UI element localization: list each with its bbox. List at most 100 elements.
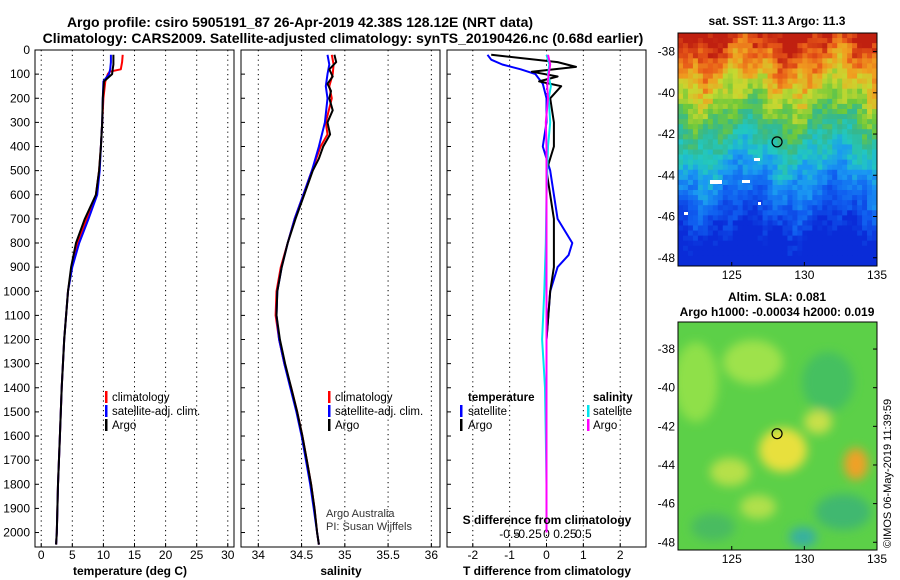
sst-cell [678, 169, 684, 176]
sst-cell [832, 179, 838, 186]
sst-cell [862, 230, 868, 237]
sst-cell [807, 230, 813, 237]
sst-cell [727, 134, 734, 140]
sst-cell [757, 240, 763, 247]
series-line-satellite-adj-clim- [275, 54, 331, 545]
sst-cell [792, 83, 798, 90]
sst-cell [777, 119, 783, 125]
sst-cell [757, 169, 763, 176]
sst-cell [712, 73, 719, 79]
sst-cell [832, 93, 838, 100]
sst-cell [682, 93, 689, 100]
sst-cell [682, 108, 689, 115]
s-diff-tick-label: -0.5 [499, 527, 520, 541]
sst-cell [702, 134, 709, 140]
sst-cell [817, 210, 823, 216]
sst-cell [817, 154, 823, 161]
sst-cell [847, 200, 853, 206]
sst-cell [707, 205, 714, 211]
sst-cell [727, 114, 734, 120]
sst-cell [722, 129, 729, 135]
sst-cell [692, 255, 699, 262]
sst-cell [682, 103, 689, 110]
sst-cell [752, 255, 759, 262]
sst-cell [702, 240, 709, 247]
sst-cell [792, 58, 798, 64]
sst-cell [852, 78, 858, 85]
sst-cell [822, 144, 828, 150]
sst-cell [757, 63, 763, 69]
sst-cell [797, 38, 803, 44]
sst-cell [767, 114, 773, 120]
sst-cell [822, 195, 828, 201]
sst-cell [702, 139, 709, 145]
sst-cell [842, 169, 848, 176]
sst-cell [747, 260, 754, 267]
sst-cell [747, 200, 754, 206]
salinity-series [274, 54, 338, 545]
sst-cell [777, 230, 783, 237]
sst-cell [692, 250, 699, 257]
sst-cell [697, 33, 704, 39]
sst-cell [822, 225, 828, 231]
sst-cell [802, 144, 808, 150]
sst-cell [727, 139, 734, 145]
sst-cell [817, 169, 823, 176]
sst-cell [727, 184, 734, 191]
sst-cell [707, 124, 714, 130]
sst-cell [832, 33, 838, 39]
salinity-difference-tick-labels: -0.5-0.25 0 0.250.5 [499, 527, 592, 541]
sst-cell [827, 58, 833, 64]
sst-cell [782, 124, 788, 130]
sst-cell [797, 139, 803, 145]
sst-cell [742, 53, 749, 59]
sst-cell [837, 63, 843, 69]
sst-cell [678, 240, 684, 247]
sst-cell [782, 164, 788, 171]
difference-series [486, 53, 577, 533]
sst-cell [867, 250, 873, 257]
sst-cell [697, 215, 704, 221]
sst-cell [797, 230, 803, 237]
sst-cell [787, 230, 793, 237]
sst-cell [707, 119, 714, 125]
sst-cell [787, 149, 793, 155]
sst-cell [812, 179, 818, 186]
sst-cell [852, 235, 858, 242]
sst-cell [782, 43, 788, 49]
sst-cell [767, 93, 773, 100]
sst-cell [732, 260, 739, 267]
sst-cell [772, 144, 778, 150]
sst-cell [732, 93, 739, 100]
sst-cell [757, 164, 763, 171]
sst-cell [737, 129, 744, 135]
sst-cell [872, 164, 878, 171]
sst-cell [682, 124, 689, 130]
sst-cell [872, 154, 878, 161]
sst-cell [797, 220, 803, 226]
sst-cell [702, 220, 709, 226]
sst-cell [822, 83, 828, 90]
sst-cell [872, 250, 878, 257]
sst-cell [862, 63, 868, 69]
depth-tick-label: 2000 [3, 526, 30, 540]
sst-cell [762, 119, 768, 125]
sst-cell [797, 63, 803, 69]
sst-cell [857, 245, 863, 252]
sst-cell [722, 184, 729, 191]
sst-cell [867, 73, 873, 79]
sst-cell [732, 68, 739, 74]
sst-cell [737, 88, 744, 95]
sst-cell [857, 144, 863, 150]
sst-cell [817, 53, 823, 59]
sst-cell [752, 154, 759, 161]
sst-cell [772, 129, 778, 135]
sst-cell [702, 190, 709, 196]
sst-cell [767, 220, 773, 226]
sst-cell [712, 210, 719, 216]
map-y-tick-label: -40 [658, 86, 676, 100]
sst-cell [802, 154, 808, 161]
sst-cell [822, 164, 828, 171]
sst-cell [827, 124, 833, 130]
sst-cell [777, 53, 783, 59]
